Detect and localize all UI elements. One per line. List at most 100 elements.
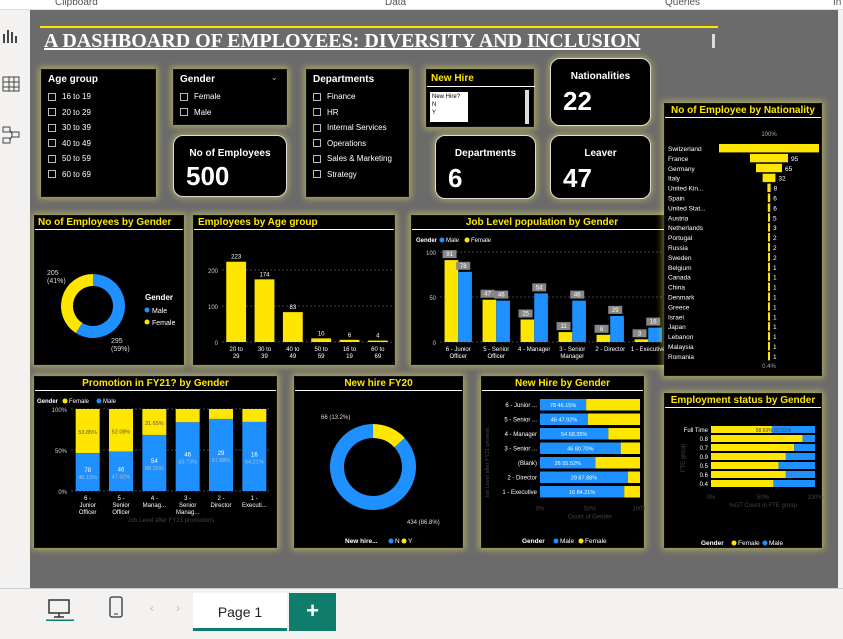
nationality-value: 1 [773,354,777,361]
card-employees-label: No of Employees [189,148,271,159]
age-label: 30 to 39 [62,123,91,133]
checkbox[interactable] [48,123,56,132]
model-view-icon[interactable] [2,126,22,144]
data-label-bg [518,309,533,318]
checkbox[interactable] [313,170,321,179]
checkbox[interactable] [48,170,56,179]
male-data-label: 16 [251,452,258,458]
data-label-bg [480,289,495,298]
chevron-down-icon[interactable]: ⌄ [270,72,278,82]
male-data-label: 46.15% [78,475,97,481]
gender-label: Female [194,92,221,102]
table-view-icon[interactable] [2,76,22,94]
checkbox[interactable] [313,92,321,101]
dept-item[interactable]: Finance [307,89,408,105]
age-item[interactable]: 16 to 19 [42,89,155,105]
female-bar [711,471,786,478]
legend-y: Y [408,538,413,545]
mobile-layout-icon[interactable] [108,596,124,625]
age-item[interactable]: 50 to 59 [42,151,155,167]
gender-item[interactable]: Female [174,89,286,105]
legend-male: Male [152,308,167,315]
ribbon-insert[interactable]: In [833,0,842,8]
nationality-label: Japan [668,324,686,331]
male-bar [785,453,815,460]
employment-chart: Full Time 0.8 0.7 0.9 0.5 0.6 0.4 58.60% 63.01%… [681,426,823,547]
checkbox[interactable] [180,92,188,101]
nationality-value: 6 [773,196,777,203]
prev-page-icon[interactable]: ‹ [150,601,154,615]
x-tick-label: 100% [632,507,645,513]
male-bar [540,457,596,469]
funnel-bar [768,292,770,301]
newhire-option-n[interactable]: N [432,102,437,108]
dashboard-title: A DASHBOARD OF EMPLOYEES: DIVERSITY AND … [44,30,641,52]
slicer-departments: Departments Finance HR Internal Services Op… [306,69,409,197]
y-tick-label: 6 - Junior ... [505,403,537,409]
newhire-listbox[interactable]: New Hire? N Y [430,92,468,122]
x-tick-label: Senior [179,503,196,509]
male-bar [540,486,625,498]
nationality-value: 1 [773,314,777,321]
male-data-label: 68.35% [145,466,164,472]
card-employees: No of Employees 500 [173,135,287,197]
dept-item[interactable]: Strategy [307,167,408,183]
gender-item[interactable]: Male [174,105,286,121]
add-page-button[interactable]: + [289,593,336,631]
checkbox[interactable] [48,139,56,148]
ribbon-queries[interactable]: Queries [665,0,701,8]
x-tick-label: 5 - [117,496,124,502]
checkbox[interactable] [313,108,321,117]
gender-donut-title: No of Employees by Gender [35,216,183,230]
x-tick-label: 1 - Executive [631,347,666,353]
nationality-title: No of Employee by Nationality [665,104,821,118]
checkbox[interactable] [313,123,321,132]
nationality-label: Portugal [668,235,693,242]
newhire-scrollbar[interactable] [525,90,529,124]
funnel-bar [768,282,770,291]
checkbox[interactable] [180,108,188,117]
age-item[interactable]: 20 to 29 [42,105,155,121]
female-bar [627,471,640,483]
age-item[interactable]: 40 to 49 [42,136,155,152]
female-data-label: 91 [446,252,453,258]
checkbox[interactable] [313,139,321,148]
title-rule [40,26,718,28]
dept-item[interactable]: Sales & Marketing [307,151,408,167]
y-tick-label: 100 [208,305,219,311]
checkbox[interactable] [48,108,56,117]
dept-label: Sales & Marketing [327,154,392,164]
y-tick-label: Full Time [684,428,709,434]
age-item[interactable]: 60 to 69 [42,167,155,183]
x-tick-label: 39 [261,354,268,360]
checkbox[interactable] [313,154,321,163]
legend-female-marker [464,237,470,243]
checkbox[interactable] [48,154,56,163]
ribbon-clipboard[interactable]: Clipboard [55,0,98,8]
dept-item[interactable]: HR [307,105,408,121]
data-label-bg [456,261,471,270]
x-tick-label: Officer [79,510,97,516]
dept-item[interactable]: Operations [307,136,408,152]
x-tick-label: 50 to [314,347,328,353]
next-page-icon[interactable]: › [176,601,180,615]
checkbox[interactable] [48,92,56,101]
report-view-icon[interactable] [2,28,22,46]
legend-male: Male [769,540,783,547]
legend-female-marker [62,398,68,404]
male-slice [75,274,125,338]
male-bar [458,271,472,342]
ribbon-data[interactable]: Data [385,0,407,8]
female-bar [711,480,774,487]
x-tick-label: 50% [584,507,597,513]
dept-item[interactable]: Internal Services [307,120,408,136]
nationality-label: Austria [668,215,689,222]
page-tab-1[interactable]: Page 1 [193,593,287,631]
female-bar [711,462,779,469]
legend-male: Male [103,399,117,405]
newhire-option-y[interactable]: Y [432,110,437,116]
desktop-layout-icon[interactable] [46,597,74,626]
age-item[interactable]: 30 to 39 [42,120,155,136]
male-data-label: 46 [498,293,505,299]
funnel-bar [767,193,771,202]
